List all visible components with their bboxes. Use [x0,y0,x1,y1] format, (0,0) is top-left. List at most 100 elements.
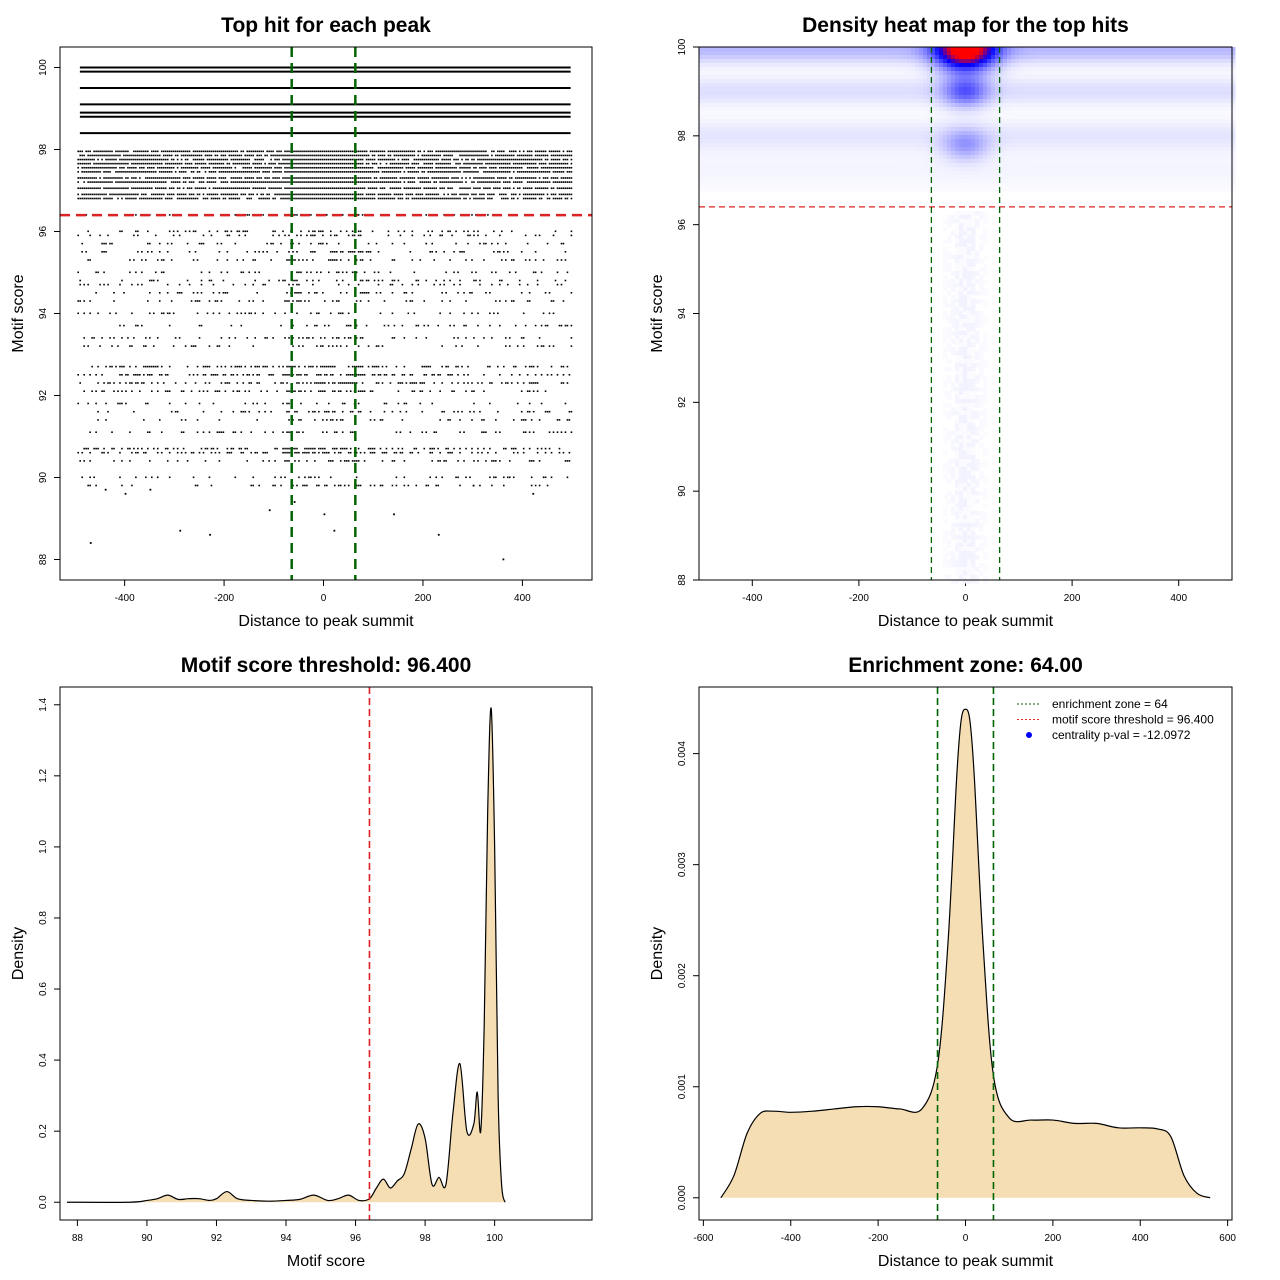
data-point [272,230,274,233]
data-point [188,374,191,376]
data-point [202,374,205,376]
data-point [111,431,113,433]
heat-cell [1103,47,1108,52]
data-point [522,382,525,384]
data-point [371,187,374,190]
data-point [363,460,366,462]
data-point [560,197,563,200]
data-point [244,390,247,392]
data-point [111,158,113,161]
data-point [196,259,199,261]
data-point [411,374,414,376]
data-point [109,166,111,169]
data-point [425,187,428,190]
heat-cell [823,67,828,72]
data-point [284,197,286,200]
data-point [491,484,493,487]
heat-cell [731,67,736,72]
data-point [220,193,223,196]
data-point [518,154,521,157]
data-point [143,166,145,169]
data-point [439,390,441,392]
data-point [320,150,322,153]
data-point [248,271,251,274]
data-point [439,234,441,237]
data-point [361,279,364,282]
heat-cell [1103,59,1108,64]
data-point [534,259,537,261]
data-point [184,402,187,405]
heat-cell [1179,51,1184,56]
heat-cell [899,63,904,68]
data-point [101,337,103,339]
data-point [202,162,205,165]
data-point [544,187,547,190]
data-point [121,337,123,339]
heat-cell [1123,55,1128,60]
data-point [570,177,573,179]
data-point [127,187,129,190]
data-point [552,312,555,315]
data-point [200,158,203,161]
data-point [154,177,157,179]
data-point [431,451,434,454]
heat-cell [1099,51,1104,56]
data-point [228,187,231,190]
data-point [367,177,370,179]
data-point [393,193,396,196]
data-point [234,181,237,183]
data-point [532,382,535,384]
heat-cell [947,63,952,68]
data-point [170,259,173,261]
data-point [292,162,294,165]
data-point [89,234,91,237]
data-point [415,187,418,190]
data-point [298,292,300,294]
data-point [546,166,549,169]
heat-cell [959,63,964,68]
data-point [127,337,129,339]
data-point [196,171,199,173]
data-point [552,193,555,196]
data-point [292,259,294,261]
data-point [174,177,177,179]
data-point [244,312,247,315]
data-point [300,419,302,421]
data-point [314,410,316,413]
data-point [544,177,547,179]
data-point [570,292,573,294]
data-point [296,431,298,433]
data-point [560,382,563,384]
data-point [564,431,567,433]
data-point [192,181,195,183]
heat-cell [747,67,752,72]
data-point [341,251,344,253]
data-point [506,171,509,173]
data-point [327,410,330,413]
data-point [204,187,207,190]
data-point [528,166,531,169]
data-point [491,181,493,183]
data-point [405,300,408,302]
data-point [463,292,465,294]
data-point [242,166,245,169]
data-point [246,154,249,157]
data-point [495,451,497,454]
heat-cell [871,59,876,64]
data-point [184,451,187,454]
heat-cell [1063,67,1068,72]
data-point [160,158,163,161]
data-point [131,171,133,173]
data-point [79,162,81,165]
data-point [314,460,316,462]
data-point [103,390,105,392]
data-point [351,230,354,233]
data-point [150,162,153,165]
heat-cell [747,51,752,56]
data-point [443,197,445,200]
heatmap-title: Density heat map for the top hits [802,14,1129,37]
data-point [357,251,360,253]
data-point [230,166,233,169]
data-point [119,154,121,157]
data-point [77,451,80,454]
